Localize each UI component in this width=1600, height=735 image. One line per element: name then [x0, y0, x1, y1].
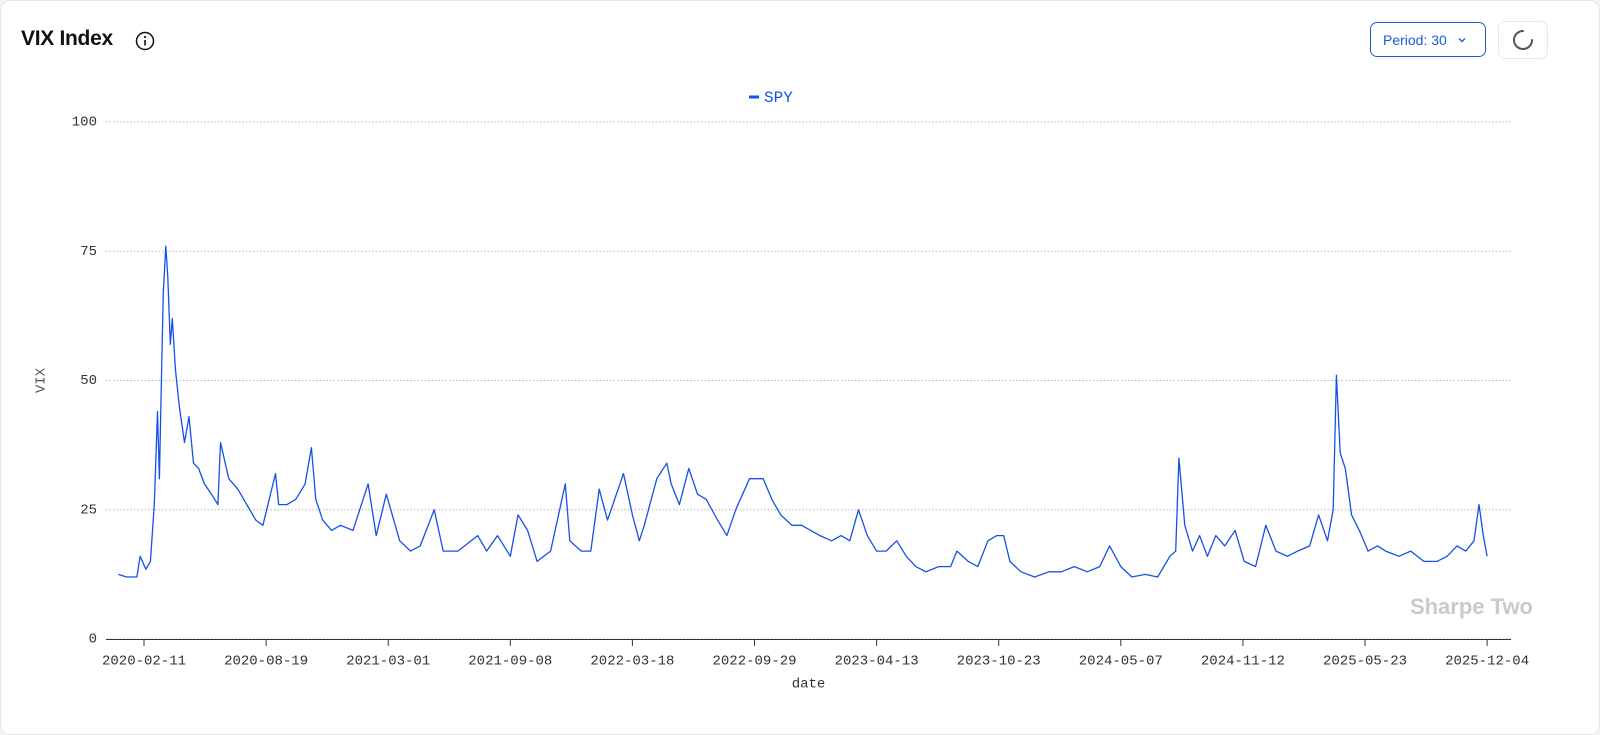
legend-label: SPY: [764, 89, 793, 107]
y-tick-label: 100: [72, 115, 97, 131]
chevron: [1458, 37, 1466, 42]
x-tick-label: 2025-12-04: [1445, 654, 1529, 670]
y-tick-label: 0: [89, 632, 97, 648]
y-axis-label: VIX: [34, 367, 50, 393]
x-tick-label: 2023-04-13: [835, 654, 919, 670]
x-tick-label: 2021-03-01: [346, 654, 430, 670]
x-tick-label: 2022-03-18: [590, 654, 674, 670]
x-tick-label: 2021-09-08: [468, 654, 552, 670]
x-tick-label: 2025-05-23: [1323, 654, 1407, 670]
period-label: Period: 30: [1383, 31, 1447, 48]
y-tick-label: 25: [80, 502, 97, 518]
x-tick-label: 2020-08-19: [224, 654, 308, 670]
x-tick-label: 2024-05-07: [1079, 654, 1163, 670]
x-tick-label: 2024-11-12: [1201, 654, 1285, 670]
x-tick-label: 2022-09-29: [712, 654, 796, 670]
period-dropdown[interactable]: Period: 30: [1370, 22, 1486, 57]
y-tick-label: 50: [80, 373, 97, 389]
x-tick-label: 2023-10-23: [957, 654, 1041, 670]
x-tick-label: 2020-02-11: [102, 654, 186, 670]
chart: 0 25 50 75 100 2020-02-11 2020-08-19 2021-03-01…: [34, 89, 1533, 693]
x-axis-label: date: [792, 677, 826, 693]
refresh-button[interactable]: [1498, 21, 1548, 59]
info-icon[interactable]: [135, 31, 155, 51]
y-tick-label: 75: [80, 244, 97, 260]
line-series: [118, 245, 1488, 578]
widget-title: VIX Index: [21, 27, 113, 50]
spinner: [1513, 30, 1533, 50]
watermark: Sharpe Two: [1410, 594, 1533, 619]
